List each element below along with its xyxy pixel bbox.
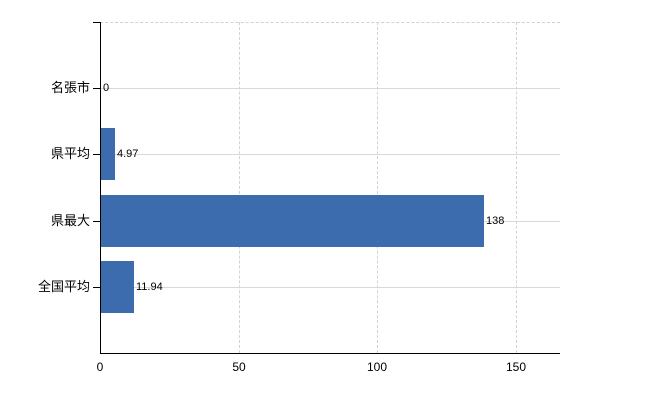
category-label: 名張市 [50,80,90,95]
row-gridline [100,88,560,89]
plot-top-border [100,22,560,23]
category-label: 県平均 [50,146,90,161]
x-axis-tick-label: 50 [232,360,246,374]
bar-value-label: 0 [103,82,110,94]
x-axis-tick-label: 100 [366,360,388,374]
x-gridline [377,22,379,353]
category-label: 全国平均 [37,279,90,294]
bar-value-label: 138 [486,215,505,227]
bar [101,128,115,180]
y-axis-tick [93,154,100,155]
bar-value-label: 4.97 [117,148,139,160]
y-axis-tick [93,287,100,288]
bar-value-label: 11.94 [136,281,163,293]
category-label: 県最大 [50,213,90,228]
x-axis-line [100,353,560,354]
x-gridline [238,22,240,353]
row-gridline [100,287,560,288]
y-axis-tick [93,88,100,89]
y-axis-line [100,22,101,354]
y-axis-tick [93,221,100,222]
x-axis-tick-label: 150 [505,360,527,374]
bar [101,261,134,313]
row-gridline [100,154,560,155]
y-axis-tick [93,22,100,23]
bar [101,195,484,247]
x-axis-tick-label: 0 [96,360,104,374]
x-gridline [515,22,517,353]
